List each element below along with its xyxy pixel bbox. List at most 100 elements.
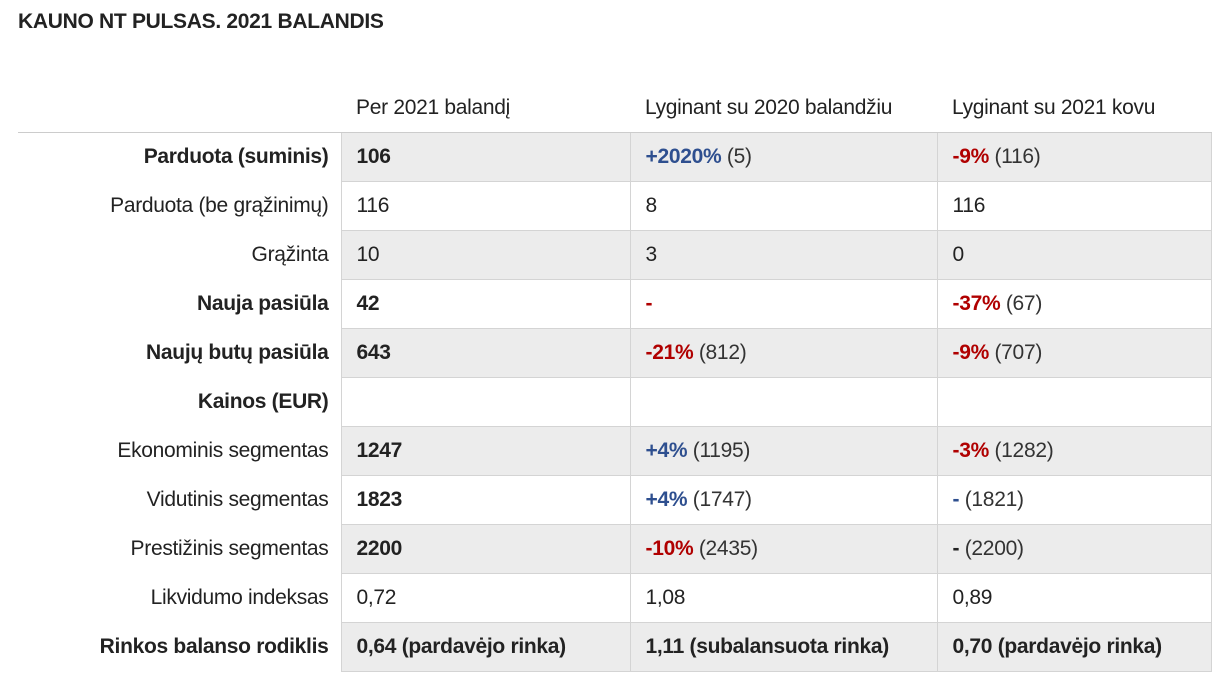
previous-value: (67): [1000, 292, 1043, 315]
cell-text: 3: [645, 243, 658, 266]
cell-period-value: 0,64 (pardavėjo rinka): [340, 622, 631, 672]
cell-yoy-value: 3: [629, 230, 938, 280]
cell-period-value: 643: [340, 328, 631, 378]
previous-value: (1821): [959, 488, 1024, 511]
column-header-mom: Lyginant su 2021 kovu: [937, 83, 1211, 133]
cell-yoy-value: -21% (812): [629, 328, 938, 378]
cell-text: 10: [356, 243, 380, 266]
cell-text: 1,08: [645, 586, 686, 609]
table-row: Vidutinis segmentas 1823 +4% (1747) - (1821…: [18, 475, 1212, 525]
previous-value: (1195): [687, 439, 751, 462]
cell-period-value: 1247: [340, 426, 631, 476]
table-row: Prestižinis segmentas 2200 -10% (2435) - (2…: [18, 524, 1212, 574]
cell-period-value: 106: [340, 132, 631, 182]
cell-period-value: [340, 377, 631, 427]
row-label: Parduota (be grąžinimų): [18, 181, 341, 231]
cell-text: 8: [645, 194, 658, 217]
row-label: Vidutinis segmentas: [18, 475, 341, 525]
cell-period-value: 2200: [340, 524, 631, 574]
table-row: Parduota (be grąžinimų) 116 8 116: [18, 181, 1212, 231]
table-row: Kainos (EUR): [18, 377, 1212, 427]
change-indicator: -21%: [645, 341, 694, 364]
column-header-period: Per 2021 balandį: [341, 83, 630, 133]
row-label: Naujų butų pasiūla: [18, 328, 341, 378]
change-indicator: -3%: [952, 439, 990, 462]
cell-yoy-value: +4% (1747): [629, 475, 938, 525]
cell-text: 42: [356, 292, 380, 315]
cell-period-value: 1823: [340, 475, 631, 525]
change-indicator: -9%: [952, 341, 990, 364]
previous-value: (116): [988, 145, 1041, 168]
cell-mom-value: 0,70 (pardavėjo rinka): [936, 622, 1212, 672]
cell-text: 0,72: [356, 586, 397, 609]
cell-period-value: 10: [340, 230, 631, 280]
cell-mom-value: [936, 377, 1212, 427]
column-header-yoy: Lyginant su 2020 balandžiu: [630, 83, 937, 133]
cell-yoy-value: -10% (2435): [629, 524, 938, 574]
cell-text: 1247: [356, 439, 403, 462]
change-indicator: +4%: [645, 488, 688, 511]
table-row: Ekonominis segmentas 1247 +4% (1195) -3% (1…: [18, 426, 1212, 476]
cell-yoy-value: [629, 377, 938, 427]
cell-yoy-value: 1,08: [629, 573, 938, 623]
cell-text: 0: [952, 243, 965, 266]
table-header-row: Per 2021 balandį Lyginant su 2020 baland…: [18, 83, 1211, 133]
row-label: Prestižinis segmentas: [18, 524, 341, 574]
cell-text: 0,70 (pardavėjo rinka): [952, 635, 1163, 658]
cell-mom-value: -9% (707): [936, 328, 1212, 378]
market-pulse-table: Per 2021 balandį Lyginant su 2020 baland…: [18, 83, 1212, 672]
header-corner: [18, 83, 341, 133]
table-row: Grąžinta 10 3 0: [18, 230, 1212, 280]
cell-yoy-value: -: [629, 279, 938, 329]
table-row: Rinkos balanso rodiklis 0,64 (pardavėjo r…: [18, 622, 1212, 672]
table-row: Parduota (suminis) 106 +2020% (5) -9% (116): [18, 132, 1212, 182]
change-indicator: +2020%: [645, 145, 722, 168]
change-indicator: -: [952, 488, 960, 511]
cell-mom-value: 116: [936, 181, 1212, 231]
cell-period-value: 116: [340, 181, 631, 231]
cell-mom-value: -9% (116): [936, 132, 1212, 182]
row-label: Kainos (EUR): [18, 377, 341, 427]
cell-text: 1823: [356, 488, 403, 511]
change-indicator: +4%: [645, 439, 688, 462]
table-row: Likvidumo indeksas 0,72 1,08 0,89: [18, 573, 1212, 623]
table-body: Parduota (suminis) 106 +2020% (5) -9% (116)…: [18, 132, 1212, 672]
cell-text: 0,64 (pardavėjo rinka): [356, 635, 567, 658]
row-label: Rinkos balanso rodiklis: [18, 622, 341, 672]
cell-mom-value: -3% (1282): [936, 426, 1212, 476]
cell-mom-value: 0: [936, 230, 1212, 280]
previous-value: (1747): [687, 488, 752, 511]
cell-yoy-value: 1,11 (subalansuota rinka): [629, 622, 938, 672]
change-indicator: -: [645, 292, 653, 315]
previous-value: (5): [721, 145, 752, 168]
row-label: Likvidumo indeksas: [18, 573, 341, 623]
previous-value: (707): [988, 341, 1043, 364]
change-indicator: -37%: [952, 292, 1001, 315]
page-title: KAUNO NT PULSAS. 2021 BALANDIS: [18, 10, 384, 33]
row-label: Parduota (suminis): [18, 132, 341, 182]
cell-mom-value: - (1821): [936, 475, 1212, 525]
table-row: Naujų butų pasiūla 643 -21% (812) -9% (707): [18, 328, 1212, 378]
cell-yoy-value: +4% (1195): [629, 426, 938, 476]
previous-value: (1282): [988, 439, 1054, 462]
cell-text: 116: [356, 194, 390, 217]
cell-text: 1,11 (subalansuota rinka): [645, 635, 890, 658]
cell-period-value: 0,72: [340, 573, 631, 623]
change-indicator: -: [952, 537, 960, 560]
row-label: Ekonominis segmentas: [18, 426, 341, 476]
change-indicator: -9%: [952, 145, 990, 168]
cell-text: 643: [356, 341, 391, 364]
cell-mom-value: - (2200): [936, 524, 1212, 574]
cell-mom-value: 0,89: [936, 573, 1212, 623]
cell-text: 116: [952, 194, 986, 217]
cell-text: 2200: [356, 537, 403, 560]
cell-text: 0,89: [952, 586, 993, 609]
cell-mom-value: -37% (67): [936, 279, 1212, 329]
table-row: Nauja pasiūla 42 - -37% (67): [18, 279, 1212, 329]
cell-period-value: 42: [340, 279, 631, 329]
cell-yoy-value: 8: [629, 181, 938, 231]
cell-yoy-value: +2020% (5): [629, 132, 938, 182]
cell-text: 106: [356, 145, 391, 168]
change-indicator: -10%: [645, 537, 694, 560]
row-label: Nauja pasiūla: [18, 279, 341, 329]
